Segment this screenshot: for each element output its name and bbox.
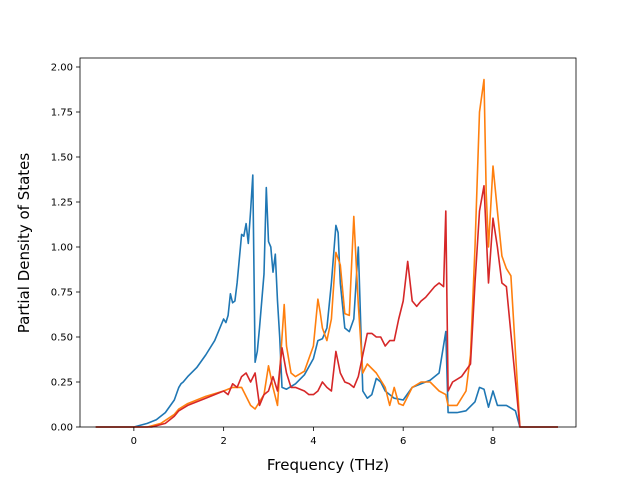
y-tick-label: 1.25 (51, 198, 73, 209)
x-tick-label: 0 (131, 436, 137, 447)
y-tick-label: 0.50 (51, 333, 73, 344)
y-tick-label: 0.00 (51, 423, 73, 434)
y-tick-label: 0.25 (51, 378, 73, 389)
series-line-3 (95, 185, 558, 428)
x-tick-label: 2 (220, 436, 226, 447)
series-layer (95, 78, 558, 428)
series-line-2 (95, 78, 558, 428)
y-tick-label: 1.00 (51, 243, 73, 254)
series-line-1 (95, 174, 558, 428)
y-tick-label: 0.75 (51, 288, 73, 299)
x-tick-label: 8 (490, 436, 496, 447)
y-axis-label: Partial Density of States (15, 153, 33, 334)
x-axis: 0 2 4 6 8 (131, 427, 496, 447)
y-axis: 0.00 0.25 0.50 0.75 1.00 1.25 1.50 1.75 2.00 (51, 63, 80, 434)
y-tick-label: 2.00 (51, 63, 73, 74)
x-tick-label: 6 (400, 436, 406, 447)
y-tick-label: 1.50 (51, 153, 73, 164)
x-axis-label: Frequency (THz) (267, 456, 389, 474)
plot-frame (79, 57, 577, 428)
y-tick-label: 1.75 (51, 108, 73, 119)
x-tick-label: 4 (310, 436, 316, 447)
